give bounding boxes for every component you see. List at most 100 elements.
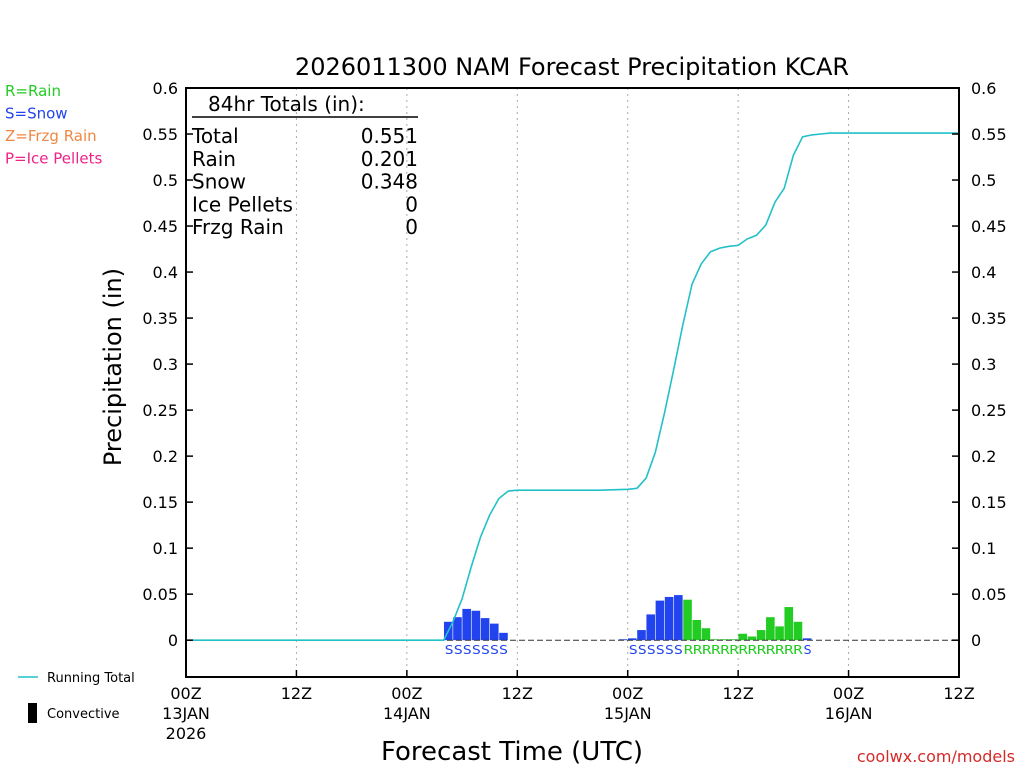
totals-box: 84hr Totals (in): Total 0.551 Rain 0.201 Sno… — [191, 92, 418, 239]
x-tick-label: 00Z — [391, 684, 422, 703]
totals-label: Ice Pellets — [192, 192, 293, 216]
precip-bar — [489, 623, 499, 641]
precip-bar — [683, 599, 692, 641]
plot-frame — [185, 87, 960, 678]
legend-entry: Z=Frzg Rain — [5, 127, 97, 145]
legend-entry: P=Ice Pellets — [5, 150, 102, 168]
precip-bar — [710, 639, 720, 641]
x-tick-label: 00Z — [612, 684, 643, 703]
y-axis-label: Precipitation (in) — [99, 268, 127, 466]
y-tick-label: 0.6 — [153, 79, 178, 98]
chart-title: 2026011300 NAM Forecast Precipitation KC… — [295, 53, 849, 81]
precip-bar — [499, 632, 508, 641]
y-tick-label: 0.05 — [142, 585, 178, 604]
running-total-legend-label: Running Total — [47, 671, 135, 686]
bottom-legend: Running Total Convective — [18, 671, 135, 723]
y-axis-left: 0 0.05 0.1 0.15 0.2 0.25 0.3 0.35 0.4 0.45 0.5 0.55… — [142, 79, 193, 650]
x-tick-label: 00Z — [833, 684, 864, 703]
y-tick-label: 0.4 — [971, 263, 996, 282]
y-tick-label: 0.55 — [971, 125, 1007, 144]
precip-bar — [729, 639, 738, 641]
y-tick-label: 0.15 — [971, 493, 1007, 512]
precip-bar — [720, 639, 729, 641]
precip-bar — [655, 600, 665, 641]
y-tick-label: 0.15 — [142, 493, 178, 512]
totals-value: 0 — [405, 215, 418, 239]
convective-swatch — [28, 703, 37, 723]
convective-legend-label: Convective — [47, 707, 120, 722]
y-tick-label: 0.25 — [142, 401, 178, 420]
credit-text: coolwx.com/models — [857, 747, 1015, 766]
y-tick-label: 0.25 — [971, 401, 1007, 420]
precip-bar — [766, 617, 775, 641]
legend-entry: S=Snow — [5, 105, 68, 123]
x-tick-date: 13JAN — [162, 704, 210, 723]
x-tick-year: 2026 — [166, 724, 207, 743]
ptype-label: SSSSSSS — [445, 643, 508, 657]
y-tick-label: 0 — [971, 631, 981, 650]
precip-bar — [802, 638, 812, 641]
precip-bar — [628, 638, 637, 641]
y-axis-right: 0 0.05 0.1 0.15 0.2 0.25 0.3 0.35 0.4 0.45 0.5 0.55… — [952, 79, 1007, 650]
precip-bar — [480, 618, 490, 641]
y-tick-label: 0.1 — [971, 539, 996, 558]
y-tick-label: 0.1 — [153, 539, 178, 558]
y-tick-label: 0.2 — [971, 447, 996, 466]
x-tick-label: 12Z — [502, 684, 533, 703]
precip-bar — [775, 626, 784, 641]
totals-value: 0 — [405, 192, 418, 216]
y-tick-label: 0.3 — [971, 355, 996, 374]
precip-bar — [793, 621, 803, 641]
totals-label: Total — [191, 124, 239, 148]
ptype-label: S — [804, 643, 812, 657]
precip-bar — [674, 595, 683, 641]
precip-bar — [756, 630, 766, 641]
y-tick-label: 0.55 — [142, 125, 178, 144]
y-tick-label: 0.35 — [142, 309, 178, 328]
x-tick-date: 14JAN — [383, 704, 431, 723]
ptype-strip: SSSSSSS SSSSSS RRRRRRRRRRRRR S — [445, 643, 812, 657]
y-tick-label: 0.35 — [971, 309, 1007, 328]
totals-rows: Total 0.551 Rain 0.201 Snow 0.348 Ice Pellets 0… — [191, 124, 418, 239]
y-tick-label: 0.05 — [971, 585, 1007, 604]
y-tick-label: 0.45 — [971, 217, 1007, 236]
precip-bar — [664, 596, 674, 641]
y-tick-label: 0.2 — [153, 447, 178, 466]
legend-entry: R=Rain — [5, 82, 61, 100]
precip-bar — [453, 617, 462, 641]
totals-label: Frzg Rain — [192, 215, 284, 239]
totals-header: 84hr Totals (in): — [208, 92, 365, 116]
x-tick-date: 15JAN — [604, 704, 652, 723]
x-tick-label: 12Z — [722, 684, 753, 703]
precip-bar — [701, 628, 711, 641]
y-tick-label: 0.45 — [142, 217, 178, 236]
precip-bar — [784, 607, 794, 641]
precip-bar — [692, 619, 702, 641]
y-tick-label: 0 — [168, 631, 178, 650]
y-tick-label: 0.6 — [971, 79, 996, 98]
x-tick-label: 00Z — [170, 684, 201, 703]
ptype-label: SSSSSS — [629, 643, 683, 657]
y-tick-label: 0.5 — [971, 171, 996, 190]
precip-bar — [738, 633, 748, 641]
totals-label: Rain — [192, 147, 236, 171]
grid-lines — [295, 88, 850, 677]
precip-bar — [747, 636, 757, 641]
x-tick-label: 12Z — [943, 684, 974, 703]
precip-bar — [637, 630, 646, 641]
totals-value: 0.201 — [361, 147, 418, 171]
x-tick-date: 16JAN — [825, 704, 873, 723]
ptype-label: RRRRRRRRRRRRR — [684, 643, 804, 657]
totals-value: 0.348 — [361, 170, 418, 194]
precip-bar — [646, 614, 656, 641]
y-tick-label: 0.5 — [153, 171, 178, 190]
y-tick-label: 0.4 — [153, 263, 178, 282]
running-total-line — [186, 132, 959, 641]
precip-bar — [462, 608, 471, 641]
totals-value: 0.551 — [361, 124, 418, 148]
totals-label: Snow — [192, 170, 246, 194]
y-tick-label: 0.3 — [153, 355, 178, 374]
x-tick-label: 12Z — [281, 684, 312, 703]
